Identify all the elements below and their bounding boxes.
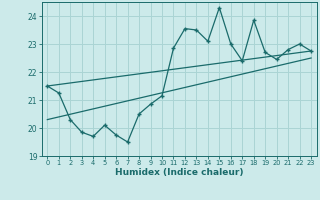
X-axis label: Humidex (Indice chaleur): Humidex (Indice chaleur) xyxy=(115,168,244,177)
